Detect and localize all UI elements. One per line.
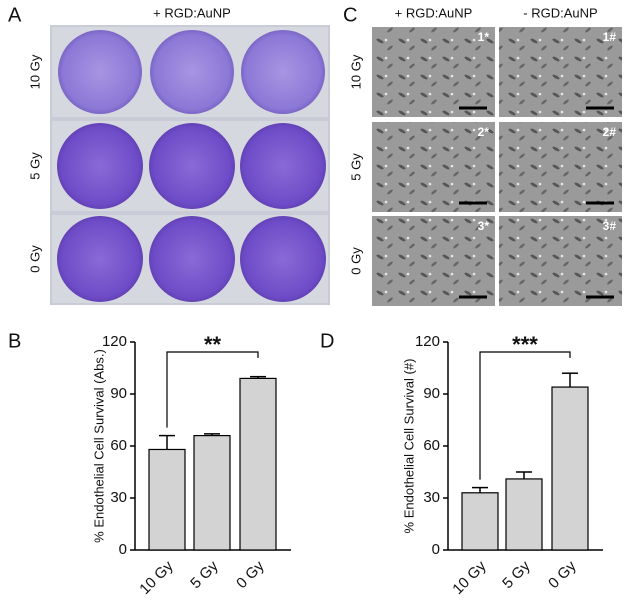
tile-label: 2# bbox=[603, 125, 617, 139]
x-tick-label: 0 Gy bbox=[545, 557, 580, 592]
significance-bracket bbox=[166, 351, 259, 428]
y-tick-label: 30 bbox=[423, 489, 440, 506]
bar bbox=[461, 492, 499, 551]
tile-label: 1# bbox=[603, 30, 617, 44]
significance-label: *** bbox=[512, 332, 538, 357]
micrograph bbox=[499, 216, 622, 306]
row-label: 10 Gy bbox=[348, 54, 363, 89]
wells bbox=[52, 27, 328, 303]
micrograph bbox=[499, 122, 622, 212]
row-label: 0 Gy bbox=[348, 247, 363, 275]
tile-label: 1* bbox=[478, 30, 490, 44]
y-tick-label: 60 bbox=[110, 437, 127, 454]
tile-label: 3# bbox=[603, 219, 617, 233]
bar bbox=[193, 435, 231, 551]
x-tick-label: 5 Gy bbox=[187, 557, 222, 592]
panel-label: A bbox=[8, 4, 22, 26]
y-tick-label: 0 bbox=[119, 541, 127, 558]
micrograph bbox=[499, 27, 622, 117]
y-tick-label: 90 bbox=[110, 385, 127, 402]
micrograph bbox=[372, 27, 495, 117]
y-tick-label: 30 bbox=[110, 489, 127, 506]
panel-title: + RGD:AuNP bbox=[153, 5, 231, 20]
bar bbox=[505, 478, 543, 551]
y-tick-label: 60 bbox=[423, 437, 440, 454]
row-label: 5 Gy bbox=[27, 152, 42, 180]
row-label: 0 Gy bbox=[27, 245, 42, 273]
x-tick-label: 0 Gy bbox=[233, 557, 268, 592]
x-tick-label: 5 Gy bbox=[499, 557, 534, 592]
micrograph bbox=[372, 122, 495, 212]
y-tick-label: 90 bbox=[423, 385, 440, 402]
y-axis-label: % Endothelial Cell Survival (#) bbox=[401, 359, 416, 534]
panel-label: D bbox=[320, 330, 334, 352]
column-title: - RGD:AuNP bbox=[523, 5, 597, 20]
tile-label: 3* bbox=[478, 219, 490, 233]
row-label: 10 Gy bbox=[27, 54, 42, 89]
y-tick-label: 120 bbox=[415, 333, 440, 350]
y-axis-label: % Endothelial Cell Survival (Abs.) bbox=[91, 349, 106, 543]
y-tick-label: 0 bbox=[432, 541, 440, 558]
y-tick-label: 120 bbox=[102, 333, 127, 350]
significance-bracket bbox=[479, 351, 571, 480]
tile-label: 2* bbox=[478, 125, 490, 139]
x-tick-label: 10 Gy bbox=[136, 557, 177, 598]
bar bbox=[239, 377, 277, 551]
column-title: + RGD:AuNP bbox=[395, 5, 473, 20]
panel-label: C bbox=[343, 4, 357, 26]
x-tick-label: 10 Gy bbox=[449, 557, 490, 598]
bar bbox=[148, 448, 186, 551]
micrograph bbox=[372, 216, 495, 306]
panel-label: B bbox=[8, 330, 21, 352]
significance-label: ** bbox=[204, 332, 222, 357]
bar bbox=[551, 386, 589, 551]
row-label: 5 Gy bbox=[348, 153, 363, 181]
